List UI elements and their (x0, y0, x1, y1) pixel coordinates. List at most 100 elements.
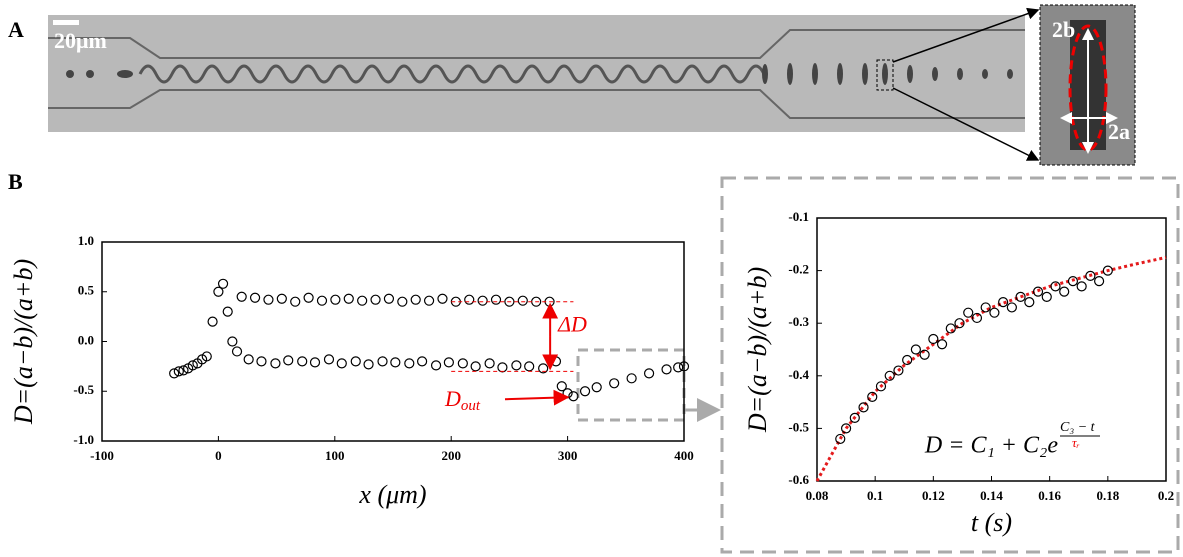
data-point (1032, 286, 1044, 297)
data-point (626, 373, 637, 384)
data-point (350, 356, 361, 367)
data-point (910, 344, 921, 355)
scale-bar-label: 20μm (54, 28, 107, 53)
data-point (430, 360, 442, 371)
data-point (954, 318, 965, 329)
data-point (971, 312, 983, 324)
data-point (1059, 286, 1070, 297)
inset-label: 2a (1108, 119, 1130, 144)
data-point (231, 346, 243, 357)
inset-label: 2b (1052, 17, 1075, 42)
data-point (511, 360, 522, 371)
data-point (1102, 265, 1113, 276)
data-point (579, 386, 591, 397)
data-point (423, 295, 435, 306)
micrograph: 20μm 2b 2a (48, 4, 1136, 166)
data-point (464, 294, 475, 305)
data-point (457, 358, 468, 369)
data-point (902, 354, 913, 366)
data-point (173, 366, 184, 377)
data-point (236, 291, 247, 302)
data-point (417, 356, 428, 367)
data-point (377, 356, 388, 367)
panel-label: A (8, 17, 24, 42)
data-point (343, 293, 354, 304)
data-point (383, 293, 395, 304)
panel-label: B (8, 169, 23, 194)
data-point (550, 356, 562, 367)
data-point (504, 296, 515, 307)
x-tick-label: 0.2 (1158, 488, 1174, 503)
data-point (945, 323, 956, 334)
y-tick-label: -0.6 (788, 472, 809, 487)
formula-exp-num: C₃ − t (1060, 420, 1096, 435)
x-tick-label: 0.1 (867, 488, 883, 503)
y-tick-label: -0.1 (788, 209, 809, 224)
data-point (884, 370, 895, 381)
data-point (290, 296, 301, 307)
data-point (256, 356, 267, 367)
data-point (858, 402, 869, 413)
data-point (840, 423, 852, 434)
data-point (410, 294, 421, 305)
x-tick-label: 0.16 (1038, 488, 1061, 503)
dout-base: D (444, 386, 461, 411)
y-tick-label: 0.0 (78, 332, 94, 347)
data-point (276, 293, 287, 304)
data-point (893, 365, 904, 376)
data-point (222, 306, 233, 317)
plot-frame (101, 241, 685, 442)
data-point (1024, 297, 1035, 308)
formula-exp-den: τᵣ (1072, 435, 1080, 450)
data-point (404, 358, 415, 369)
data-point (1076, 281, 1087, 292)
data-point (1015, 291, 1026, 302)
data-point (1085, 270, 1096, 281)
data-point (867, 391, 878, 402)
data-point (169, 368, 180, 379)
data-point (437, 293, 448, 304)
x-axis-label: x (μm) (358, 480, 426, 509)
data-point (517, 295, 528, 306)
data-point (1006, 302, 1017, 313)
data-point (980, 302, 991, 313)
data-point (217, 278, 229, 289)
data-point (443, 357, 454, 368)
data-point (1050, 281, 1061, 292)
data-point (330, 294, 341, 305)
y-tick-label: -0.4 (788, 367, 809, 382)
y-tick-label: -0.2 (788, 262, 809, 277)
x-axis-label: t (s) (971, 508, 1012, 537)
y-tick-label: 1.0 (78, 233, 94, 248)
data-point (323, 354, 335, 365)
x-tick-label: 0.14 (980, 488, 1003, 503)
data-point (390, 357, 401, 368)
data-point (309, 357, 321, 368)
data-point (336, 358, 347, 369)
data-point (849, 412, 860, 423)
x-tick-label: 400 (674, 448, 694, 463)
x-tick-label: 200 (441, 448, 461, 463)
data-point (263, 294, 274, 305)
data-point (989, 307, 1000, 318)
data-point (497, 362, 508, 373)
data-point (919, 349, 930, 360)
fit-curve (815, 255, 1167, 482)
data-point (591, 382, 602, 393)
delta-d-label: ΔD (557, 312, 587, 337)
data-point (297, 356, 308, 367)
x-tick-label: 0 (215, 448, 222, 463)
x-tick-label: 0.12 (922, 488, 945, 503)
x-tick-label: 0.18 (1096, 488, 1119, 503)
data-point (1094, 276, 1105, 287)
data-point (397, 296, 408, 307)
data-point (490, 294, 502, 305)
x-tick-label: 0.08 (806, 488, 829, 503)
y-tick-label: -0.5 (788, 419, 809, 434)
data-point (1041, 291, 1052, 302)
x-tick-label: -100 (90, 448, 114, 463)
data-point (609, 378, 620, 389)
data-point (357, 295, 368, 306)
